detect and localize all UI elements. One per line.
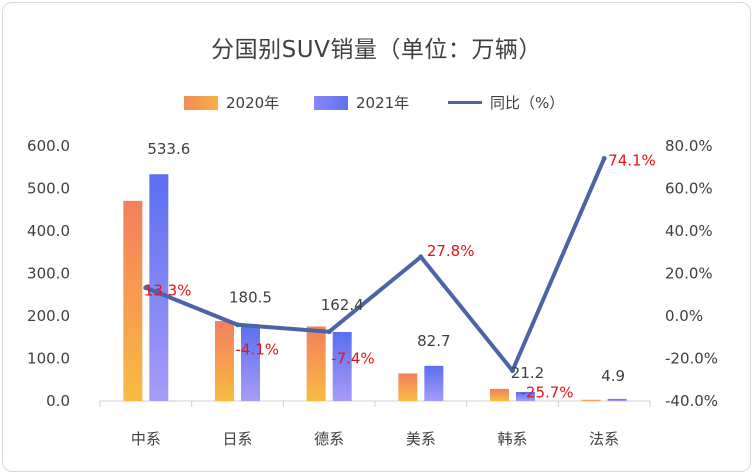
y-tick-label: 600.0: [27, 137, 70, 155]
value-label-2021: 82.7: [417, 332, 450, 350]
bar-2021: [149, 174, 169, 401]
yoy-point: [601, 156, 607, 162]
y-tick-label: 500.0: [27, 180, 70, 198]
value-label-2021: 180.5: [229, 288, 272, 306]
legend-swatch-yoy: [448, 101, 482, 104]
bar-2020: [215, 321, 234, 401]
y2-tick-label: -40.0%: [665, 392, 718, 410]
yoy-point: [510, 368, 515, 374]
legend-label-2021: 2021年: [356, 94, 410, 112]
y-tick-label: 300.0: [27, 265, 70, 283]
yoy-point: [418, 254, 424, 260]
legend-swatch-2020: [184, 95, 218, 110]
y-tick-label: 100.0: [27, 350, 70, 368]
y2-tick-label: 0.0%: [665, 307, 703, 325]
legend-swatch-2021: [314, 95, 348, 110]
x-category-label: 法系: [589, 430, 619, 448]
y2-tick-label: 40.0%: [665, 222, 713, 240]
value-label-2021: 533.6: [147, 140, 190, 158]
bar-2021: [241, 324, 260, 401]
chart-legend: 2020年 2021年 同比（%）: [0, 92, 753, 114]
bar-2021: [516, 391, 535, 401]
y-tick-label: 0.0: [46, 392, 70, 410]
y-tick-label: 200.0: [27, 307, 70, 325]
yoy-point: [143, 285, 149, 291]
x-category-label: 德系: [314, 430, 344, 448]
bar-2021: [424, 365, 444, 401]
bar-2020: [123, 200, 143, 401]
bar-2021: [607, 398, 627, 401]
pct-label: -25.7%: [521, 384, 574, 402]
bar-2021: [332, 331, 352, 401]
y2-tick-label: 80.0%: [665, 137, 713, 155]
legend-item-2020: 2020年: [184, 92, 279, 113]
x-category-label: 日系: [222, 430, 252, 448]
value-label-2021: 21.2: [511, 364, 544, 382]
legend-label-yoy: 同比（%）: [490, 94, 565, 112]
legend-item-yoy: 同比（%）: [448, 92, 564, 113]
value-label-2021: 162.4: [321, 296, 364, 314]
bar-2020: [306, 326, 326, 401]
legend-label-2020: 2020年: [226, 94, 280, 112]
bar-2020: [490, 388, 509, 401]
legend-item-2021: 2021年: [314, 92, 409, 113]
bar-2020: [581, 399, 601, 401]
y2-tick-label: 20.0%: [665, 265, 713, 283]
pct-label: 13.3%: [144, 282, 192, 300]
chart-title: 分国别SUV销量（单位：万辆）: [211, 37, 542, 63]
bar-2020: [398, 373, 418, 401]
value-label-2021: 4.9: [601, 367, 625, 385]
yoy-point: [326, 329, 332, 335]
y2-tick-label: 60.0%: [665, 180, 713, 198]
x-category-label: 中系: [131, 430, 161, 448]
yoy-point: [235, 322, 240, 328]
x-category-label: 美系: [406, 430, 436, 448]
x-category-label: 韩系: [497, 430, 527, 448]
pct-label: 74.1%: [608, 152, 656, 170]
pct-label: -7.4%: [331, 350, 375, 368]
y-tick-label: 400.0: [27, 222, 70, 240]
y2-tick-label: -20.0%: [665, 350, 718, 368]
pct-label: 27.8%: [427, 242, 475, 260]
yoy-line: [143, 156, 607, 373]
pct-label: -4.1%: [236, 341, 280, 359]
